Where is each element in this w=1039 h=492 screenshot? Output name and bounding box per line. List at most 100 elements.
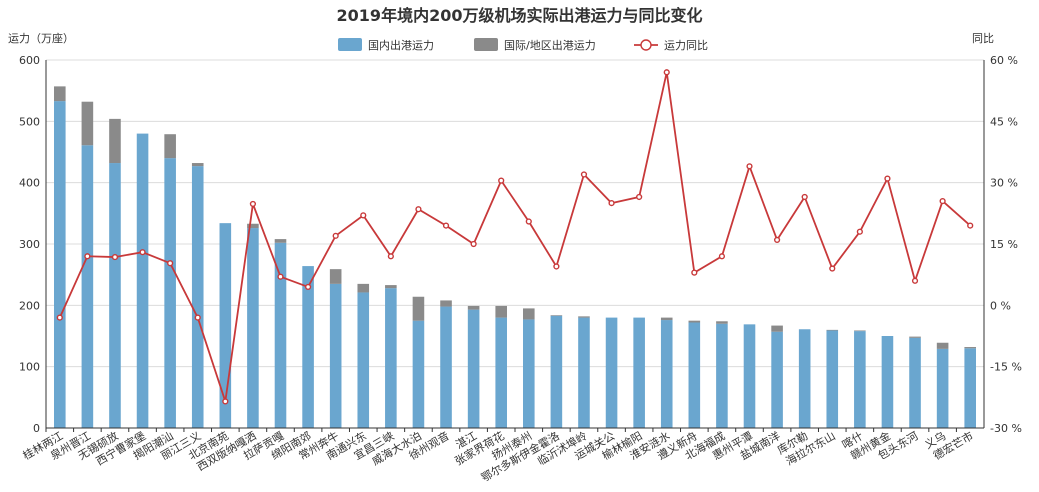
line-point <box>884 175 891 182</box>
line-point <box>111 253 119 261</box>
bar-domestic <box>688 322 701 428</box>
line-point <box>801 193 808 201</box>
y-axis-left-label: 运力（万座） <box>8 31 74 45</box>
bar-domestic <box>81 145 94 428</box>
line-point <box>829 265 836 272</box>
bar-domestic <box>247 228 259 428</box>
line-point <box>967 222 974 229</box>
bar-international <box>660 317 673 321</box>
bar-international <box>247 223 259 229</box>
line-point <box>470 240 477 248</box>
line-point <box>360 212 367 219</box>
bar-domestic <box>164 158 176 428</box>
y-left-tick-label: 300 <box>19 238 40 251</box>
y-left-tick-label: 200 <box>19 299 40 312</box>
bar-domestic <box>302 266 314 428</box>
bar-domestic <box>357 292 370 428</box>
line-point <box>222 398 229 405</box>
bar-domestic <box>54 101 66 429</box>
bar-domestic <box>136 133 149 428</box>
line-point <box>636 193 643 201</box>
bar-international <box>964 347 976 349</box>
y-right-tick-label: 0 % <box>990 299 1011 312</box>
bar-international <box>357 283 370 293</box>
bar-international <box>550 315 563 316</box>
line-point <box>415 206 422 213</box>
line-point <box>167 260 174 267</box>
y-left-tick-label: 400 <box>19 177 40 190</box>
legend: 国内出港运力 国际/地区出港运力 运力同比 <box>338 38 708 52</box>
legend-label: 国内出港运力 <box>368 38 434 52</box>
y-left-tick-label: 500 <box>19 115 40 128</box>
bar-international <box>412 296 425 321</box>
bar-international <box>578 316 590 318</box>
line-point <box>249 200 257 208</box>
legend-swatch <box>338 38 362 51</box>
bar-international <box>109 118 121 164</box>
bar-international <box>523 308 535 320</box>
bar-domestic <box>798 329 811 428</box>
bar-international <box>164 134 176 159</box>
line-point <box>718 253 726 260</box>
bar-international <box>274 239 287 243</box>
y-left-tick-label: 600 <box>19 54 40 67</box>
bar-international <box>826 329 839 331</box>
bar-international <box>191 163 204 167</box>
bar-international <box>854 330 866 332</box>
line-point <box>580 171 588 178</box>
line-yoy <box>58 72 971 402</box>
line-point <box>911 277 919 284</box>
line-point <box>277 273 284 280</box>
y-left-tick-label: 100 <box>19 361 40 374</box>
bar-international <box>329 269 342 284</box>
bar-international <box>54 86 66 102</box>
bar-domestic <box>743 324 756 428</box>
legend-item[interactable]: 国际/地区出港运力 <box>474 38 596 52</box>
bar-international <box>81 101 94 146</box>
bar-domestic <box>274 242 287 428</box>
bar-international <box>771 325 783 332</box>
bar-domestic <box>716 323 728 428</box>
line-point <box>773 236 781 244</box>
legend-marker <box>640 39 652 51</box>
line-point <box>663 69 670 76</box>
bar-domestic <box>467 309 480 428</box>
line-point <box>442 222 450 229</box>
bar-group <box>54 86 976 429</box>
y-left-tick-label: 0 <box>33 422 40 435</box>
bar-domestic <box>550 315 563 428</box>
bar-domestic <box>412 320 425 428</box>
legend-item[interactable]: 国内出港运力 <box>338 38 434 52</box>
line-point <box>939 197 946 205</box>
line-point <box>856 228 863 235</box>
line-point <box>525 218 532 225</box>
bar-domestic <box>109 163 121 429</box>
grid-lines <box>46 59 984 429</box>
line-point <box>553 263 560 270</box>
bar-domestic <box>385 288 397 428</box>
bar-domestic <box>605 317 618 428</box>
line-point <box>194 314 201 321</box>
line-point <box>84 253 91 260</box>
y-right-tick-label: 15 % <box>990 238 1018 251</box>
bar-domestic <box>329 283 342 428</box>
bar-international <box>936 342 949 349</box>
bar-international <box>467 305 480 310</box>
legend-item[interactable]: 运力同比 <box>634 39 708 52</box>
y-right-tick-label: 60 % <box>990 54 1018 67</box>
bar-international <box>688 320 701 323</box>
chart-title: 2019年境内200万级机场实际出港运力与同比变化 <box>336 6 703 25</box>
bar-domestic <box>881 336 894 428</box>
line-point <box>332 232 339 239</box>
y-right-tick-label: -30 % <box>990 422 1022 435</box>
line-point <box>56 314 63 321</box>
bar-domestic <box>219 223 232 428</box>
bar-domestic <box>633 317 645 428</box>
x-tick-labels: 桂林两江泉州晋江无锡硕放西宁曹家堡揭阳潮汕丽江三义北京南苑西双版纳嘎洒拉萨贡嘎绵… <box>20 428 976 484</box>
line-point <box>139 249 146 256</box>
line-point <box>691 269 698 276</box>
line-point <box>608 200 615 207</box>
line-point <box>304 283 312 291</box>
bar-domestic <box>826 330 839 428</box>
y-right-tick-label: 45 % <box>990 115 1018 128</box>
